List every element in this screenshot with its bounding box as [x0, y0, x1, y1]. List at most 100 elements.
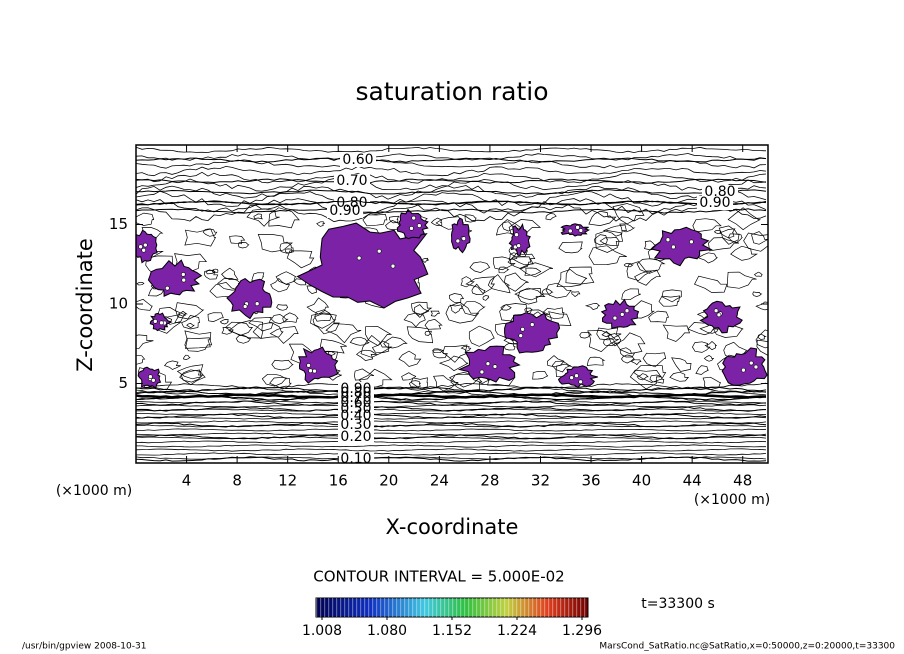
region-hole	[151, 377, 156, 383]
contour-line	[184, 330, 212, 349]
contour-line	[438, 355, 469, 372]
filled-region	[296, 222, 429, 309]
contour-line	[181, 315, 200, 330]
contour-line	[430, 217, 443, 226]
contour-line	[702, 376, 721, 390]
contour-line	[542, 307, 565, 320]
y-axis-label: Z-coordinate	[73, 238, 97, 372]
contour-line	[517, 287, 546, 305]
contour-line	[430, 310, 440, 317]
region-hole	[665, 237, 671, 243]
contour-line	[371, 340, 390, 353]
contour-line	[385, 220, 406, 230]
contour-line	[445, 301, 480, 324]
contour-label-bg	[697, 196, 733, 210]
contour-line	[136, 448, 767, 452]
contour-line	[751, 231, 768, 245]
region-hole	[578, 228, 584, 233]
contour-line	[432, 349, 448, 359]
region-hole	[148, 374, 153, 379]
contour-line	[136, 185, 767, 200]
contour-line	[460, 346, 472, 352]
region-hole	[516, 243, 521, 248]
contour-line	[268, 207, 300, 229]
contour-line	[310, 312, 340, 335]
region-hole	[574, 373, 579, 379]
colorbar-tick-label: 1.224	[497, 623, 537, 639]
contour-line	[461, 301, 486, 317]
contour-line	[626, 261, 653, 281]
contour-line	[607, 333, 622, 347]
contour-line	[136, 432, 767, 436]
colorbar-tick-label: 1.296	[562, 623, 602, 639]
contour-line	[136, 393, 767, 399]
contour-line	[469, 261, 491, 273]
filled-region	[396, 208, 429, 240]
contour-line	[312, 313, 337, 329]
contour-label: 0.90	[340, 381, 371, 397]
contour-line	[524, 267, 542, 276]
contour-line	[548, 311, 572, 326]
contour-line	[649, 374, 665, 384]
contour-line	[757, 333, 767, 340]
filled-region	[504, 312, 561, 354]
contour-label: 0.80	[704, 184, 735, 200]
region-hole	[254, 301, 260, 306]
region-hole	[159, 320, 164, 326]
chart-title: saturation ratio	[355, 77, 548, 106]
contour-label-bg	[340, 153, 376, 167]
contour-line	[755, 329, 768, 349]
contour-line	[662, 324, 690, 342]
x-tick-label: 48	[733, 472, 752, 490]
contour-line	[327, 351, 336, 356]
contour-line	[465, 276, 496, 295]
contour-line	[136, 440, 767, 444]
region-hole	[165, 285, 170, 291]
contour-line	[136, 153, 767, 161]
contour-label: 0.50	[340, 401, 371, 417]
filled-region	[560, 223, 591, 237]
contour-line	[450, 373, 483, 392]
contour-line	[565, 266, 595, 285]
y-tick-label: 5	[118, 374, 128, 392]
contour-line	[691, 341, 711, 353]
region-hole	[409, 226, 414, 231]
region-hole	[492, 364, 498, 369]
region-hole	[569, 375, 574, 380]
contour-line	[354, 368, 375, 381]
x-unit: (×1000 m)	[694, 492, 770, 508]
contour-label: 0.70	[336, 173, 367, 189]
footer-left: /usr/bin/gpview 2008-10-31	[22, 642, 146, 652]
x-tick-label: 8	[232, 472, 242, 490]
contour-line	[401, 372, 417, 381]
contour-line	[136, 412, 767, 416]
contour-label: 0.80	[340, 385, 371, 401]
contour-line	[136, 178, 767, 192]
contour-line	[157, 307, 185, 325]
contour-line	[695, 365, 709, 375]
contour-line	[136, 334, 154, 350]
contour-line	[518, 262, 554, 278]
contour-line	[500, 304, 512, 311]
contour-label: 0.90	[329, 203, 360, 219]
contour-line	[270, 277, 291, 293]
region-hole	[376, 248, 382, 254]
contour-line	[136, 171, 767, 184]
contour-line	[511, 253, 536, 266]
contour-line	[620, 354, 635, 364]
region-hole	[619, 312, 625, 317]
contour-level	[136, 157, 767, 163]
contour-line	[275, 271, 298, 285]
contour-line	[136, 452, 767, 456]
contour-line	[398, 350, 422, 367]
contour-line	[252, 322, 284, 339]
contour-line	[594, 234, 608, 246]
contour-line	[221, 267, 239, 280]
contour-line	[464, 214, 477, 223]
region-hole	[753, 364, 759, 370]
contour-level	[136, 200, 767, 206]
colorbar-tick-label: 1.080	[367, 623, 407, 639]
filled-region	[298, 346, 339, 384]
region-hole	[312, 368, 317, 374]
region-hole	[143, 242, 148, 248]
